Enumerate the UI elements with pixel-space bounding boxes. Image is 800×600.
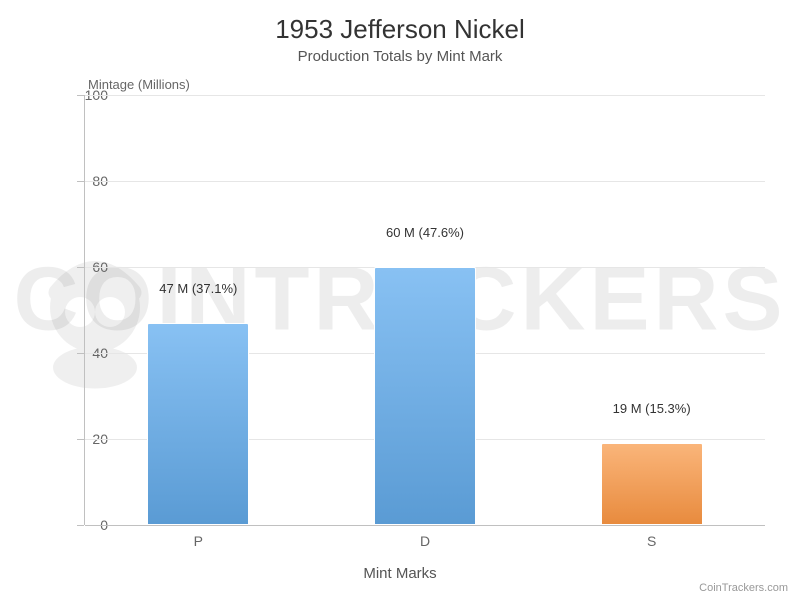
gridline	[85, 181, 765, 182]
bar-p[interactable]	[147, 323, 249, 525]
y-tick	[77, 525, 84, 526]
y-tick	[77, 439, 84, 440]
x-tick-label: S	[647, 533, 656, 549]
y-axis-title: Mintage (Millions)	[88, 77, 190, 92]
gridline	[85, 95, 765, 96]
bar-s[interactable]	[601, 443, 703, 525]
y-tick	[77, 181, 84, 182]
chart-subtitle: Production Totals by Mint Mark	[0, 48, 800, 65]
bar-data-label: 60 M (47.6%)	[386, 225, 464, 246]
y-tick	[77, 95, 84, 96]
bar-data-label: 19 M (15.3%)	[613, 401, 691, 422]
plot-area: 47 M (37.1%)P60 M (47.6%)D19 M (15.3%)S	[85, 95, 765, 525]
x-axis-title: Mint Marks	[0, 565, 800, 582]
y-tick	[77, 267, 84, 268]
bar-data-label: 47 M (37.1%)	[159, 281, 237, 302]
x-tick-label: D	[420, 533, 430, 549]
chart-title: 1953 Jefferson Nickel	[0, 14, 800, 45]
y-axis-line	[84, 95, 85, 525]
bar-d[interactable]	[374, 267, 476, 525]
x-axis-line	[85, 525, 765, 526]
credits-text: CoinTrackers.com	[699, 582, 788, 594]
y-tick	[77, 353, 84, 354]
x-tick-label: P	[194, 533, 203, 549]
